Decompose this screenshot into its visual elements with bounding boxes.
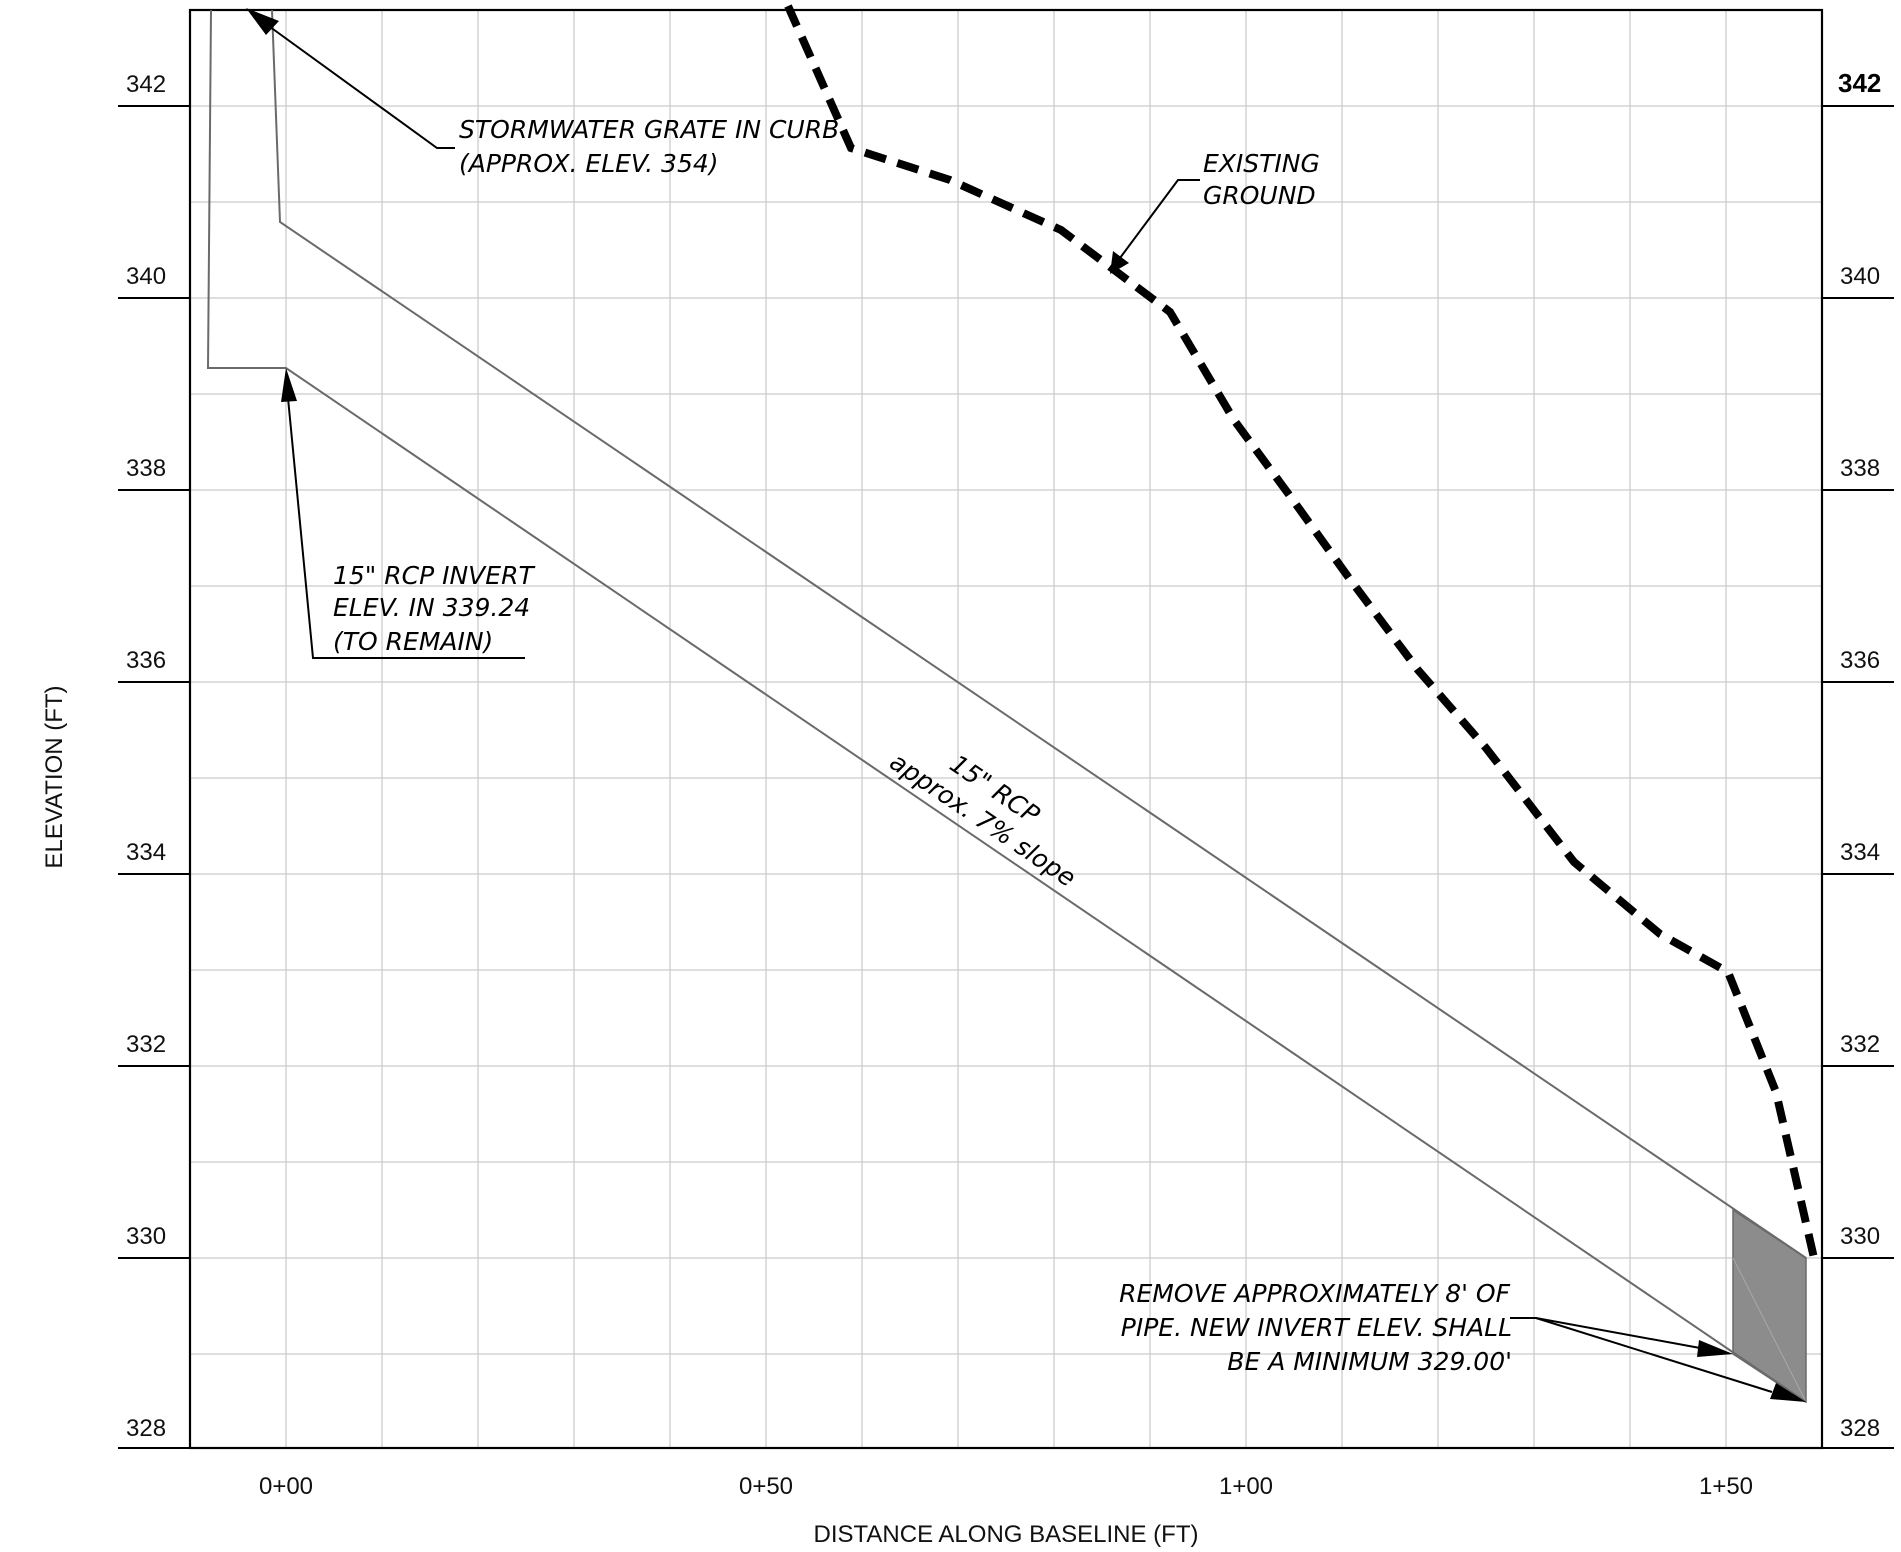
y-tick-label-right: 338 — [1840, 455, 1880, 482]
y-axis-title: ELEVATION (FT) — [41, 685, 68, 868]
right-y-labels: 342 340 338 336 334 332 330 328 — [1838, 68, 1881, 1442]
y-tick-label: 340 — [126, 263, 166, 290]
y-tick-label-right: 342 — [1838, 68, 1881, 98]
remove-note-line3: BE A MINIMUM 329.00' — [1227, 1347, 1512, 1376]
x-tick-label: 0+00 — [259, 1473, 313, 1500]
x-labels: 0+00 0+50 1+00 1+50 — [259, 1473, 1753, 1500]
existing-ground-line — [784, 4, 1818, 1259]
y-tick-label: 332 — [126, 1031, 166, 1058]
grate-note-line1: STORMWATER GRATE IN CURB — [459, 115, 839, 144]
y-tick-label: 328 — [126, 1415, 166, 1442]
ground-note-line1: EXISTING — [1203, 149, 1320, 178]
x-axis-title: DISTANCE ALONG BASELINE (FT) — [814, 1521, 1199, 1548]
y-tick-label-right: 328 — [1840, 1415, 1880, 1442]
y-tick-label: 338 — [126, 455, 166, 482]
x-tick-label: 1+00 — [1219, 1473, 1273, 1500]
y-tick-label-right: 330 — [1840, 1223, 1880, 1250]
leader-grate — [246, 8, 455, 149]
grid-horizontal — [190, 105, 1822, 1355]
x-tick-label: 1+50 — [1699, 1473, 1753, 1500]
left-ticks — [118, 105, 190, 1449]
leader-remove — [1510, 1317, 1806, 1402]
y-tick-label-right: 334 — [1840, 839, 1880, 866]
invert-note-line2: ELEV. IN 339.24 — [333, 593, 530, 622]
removed-pipe-section — [1732, 1208, 1807, 1404]
y-tick-label: 342 — [126, 71, 166, 98]
leader-ground — [1110, 179, 1200, 274]
remove-note-line1: REMOVE APPROXIMATELY 8' OF — [1119, 1279, 1510, 1308]
right-ticks — [1822, 105, 1894, 1449]
grate-note-line2: (APPROX. ELEV. 354) — [459, 149, 719, 178]
y-tick-label: 334 — [126, 839, 166, 866]
invert-note-line1: 15" RCP INVERT — [333, 561, 535, 590]
removed-section-divider — [1732, 1257, 1807, 1403]
leader-invert — [281, 368, 525, 659]
invert-note-line3: (TO REMAIN) — [333, 627, 493, 656]
x-tick-label: 0+50 — [739, 1473, 793, 1500]
remove-note-line2: PIPE. NEW INVERT ELEV. SHALL — [1121, 1313, 1512, 1342]
grid-vertical — [285, 10, 1727, 1448]
y-tick-label-right: 332 — [1840, 1031, 1880, 1058]
ground-note-line2: GROUND — [1203, 181, 1316, 210]
y-tick-label: 336 — [126, 647, 166, 674]
left-y-labels: 342 340 338 336 334 332 330 328 — [126, 71, 166, 1442]
plot-frame — [188, 8, 1824, 1450]
pipe-profile — [206, 9, 1807, 1403]
y-tick-label-right: 340 — [1840, 263, 1880, 290]
y-tick-label: 330 — [126, 1223, 166, 1250]
y-tick-label-right: 336 — [1840, 647, 1880, 674]
